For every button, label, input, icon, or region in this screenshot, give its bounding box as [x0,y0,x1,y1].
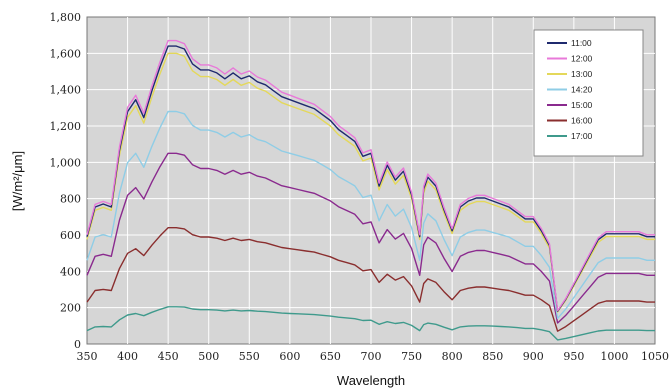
x-tick-label: 400 [117,350,138,363]
x-tick-label: 550 [239,350,260,363]
x-tick-label: 750 [401,350,422,363]
legend-label: 15:00 [571,100,593,110]
x-tick-labels: 350 400 450 500 550 600 650 700 750 800 850 900 950 1… [77,350,669,363]
y-tick-labels: 0 200 400 600 800 1,000 1,200 1,400 1,600 1,800 [50,11,82,351]
y-tick-label: 200 [60,302,81,315]
y-tick-label: 1,000 [50,156,82,169]
x-tick-label: 850 [482,350,503,363]
legend-label: 14:20 [571,85,593,95]
legend: 11:00 12:00 13:00 14:20 15:00 16:00 17:00 [533,29,644,157]
legend-items: 11:00 12:00 13:00 14:20 15:00 16:00 17:00 [547,38,593,141]
x-tick-label: 600 [279,350,300,363]
y-tick-label: 400 [60,265,81,278]
y-tick-label: 600 [60,229,81,242]
x-tick-label: 900 [523,350,544,363]
legend-label: 13:00 [571,69,593,79]
y-tick-label: 1,400 [50,84,82,97]
x-tick-label: 1000 [600,350,628,363]
x-tick-label: 700 [361,350,382,363]
legend-label: 16:00 [571,116,593,126]
y-axis-label: [W/m²/μm] [10,151,25,211]
legend-label: 17:00 [571,131,593,141]
x-tick-label: 650 [320,350,341,363]
x-tick-label: 450 [158,350,179,363]
x-tick-label: 1050 [641,350,669,363]
legend-label: 11:00 [571,38,592,48]
series-line-1200 [86,39,655,312]
y-tick-label: 1,200 [50,120,82,133]
series-line-1600 [86,226,655,332]
y-tick-label: 800 [60,193,81,206]
x-tick-label: 950 [563,350,584,363]
series-line-1500 [86,152,655,324]
series-line-1420 [86,110,655,320]
x-tick-label: 350 [77,350,98,363]
series-line-1700 [86,306,655,341]
x-tick-label: 800 [442,350,463,363]
series-lines [86,39,655,341]
x-tick-label: 500 [198,350,219,363]
y-tick-label: 1,600 [50,47,82,60]
y-tick-label: 0 [74,338,81,351]
legend-label: 12:00 [571,54,593,64]
x-axis-label: Wavelength [337,373,405,388]
y-tick-label: 1,800 [50,11,82,24]
